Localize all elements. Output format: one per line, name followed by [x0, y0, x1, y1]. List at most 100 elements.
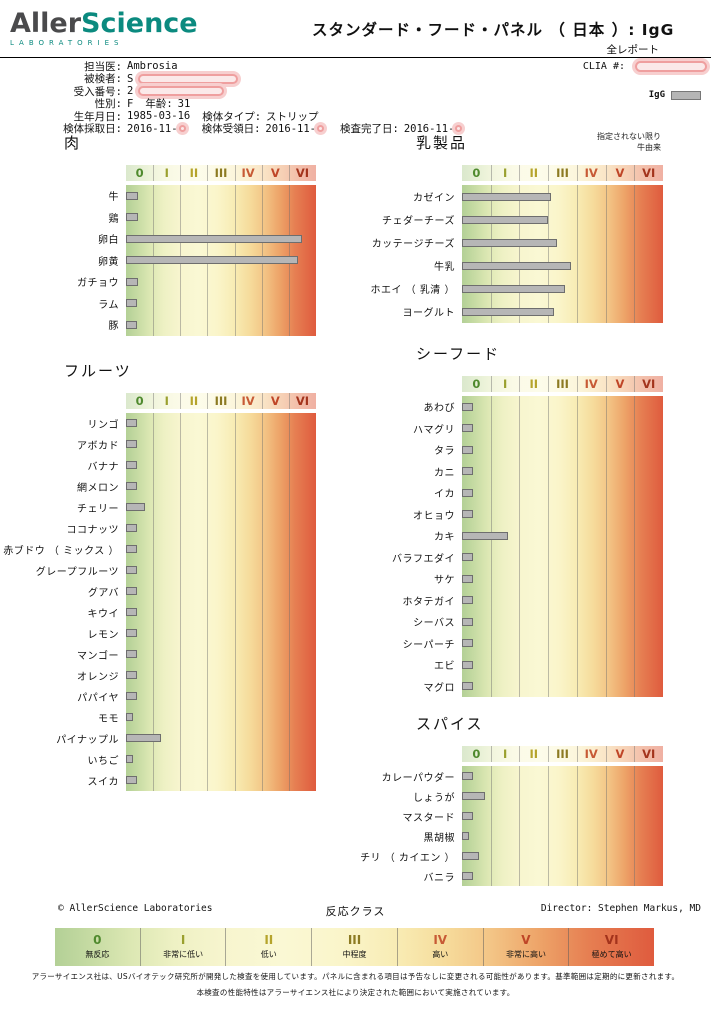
reaction-bar	[462, 238, 557, 247]
chart-title: フルーツ	[64, 361, 132, 380]
reaction-bar	[126, 482, 137, 490]
collected-date-redaction-mark	[178, 125, 186, 133]
chart-row	[126, 581, 316, 602]
reaction-bar	[126, 213, 139, 222]
allergen-label: 黒胡椒	[423, 832, 455, 844]
physician-value: Ambrosia	[127, 60, 178, 73]
chart-row	[126, 686, 316, 707]
grid-line	[519, 746, 521, 762]
grid-line	[576, 746, 578, 762]
chart-row	[126, 644, 316, 665]
grid-line	[605, 766, 607, 886]
reaction-bar	[126, 256, 299, 265]
accession-row: 受入番号: 2	[0, 85, 466, 98]
class-scale-header: 0 I II III IV V VI	[126, 392, 316, 409]
allergen-label: パパイヤ	[77, 692, 119, 704]
class-header-II: II	[529, 747, 539, 761]
logo-text-science: Science	[81, 8, 198, 39]
reaction-bar	[462, 832, 470, 840]
grid-line	[490, 746, 492, 762]
grid-line	[261, 165, 263, 181]
igg-bar-swatch	[671, 90, 701, 100]
allergen-label: バラフエダイ	[392, 553, 455, 565]
reaction-bar	[462, 682, 474, 691]
grid-line	[153, 165, 155, 181]
reaction-bar	[126, 320, 137, 329]
grid-line	[605, 746, 607, 762]
chart-row	[462, 568, 663, 590]
reaction-bar	[126, 692, 137, 700]
allergen-label: シーバス	[413, 618, 455, 630]
chart-plot	[462, 766, 663, 886]
chart-row	[126, 250, 316, 272]
logo-wordmark: AllerScience	[10, 10, 198, 37]
grid-line	[207, 412, 209, 791]
allergen-label: サケ	[434, 575, 455, 587]
allergen-label: カニ	[434, 467, 455, 479]
reaction-bar	[126, 524, 137, 532]
allergen-label: オレンジ	[77, 671, 119, 683]
accession-value: 2	[127, 85, 134, 98]
age-value: 31	[177, 97, 191, 110]
chart-row	[462, 525, 663, 547]
legend-class-0: 0 無反応	[55, 928, 140, 966]
grid-line	[180, 165, 182, 181]
allergen-label: スイカ	[87, 776, 119, 788]
class-header-IV: IV	[584, 377, 598, 391]
chart-title-row: 肉	[4, 132, 316, 153]
sample-type-label: 検体タイプ:	[202, 110, 262, 123]
allergen-label: レモン	[87, 629, 119, 641]
reaction-class-legend: 0 無反応 I 非常に低い II 低い III 中程度 IV 高い V 非常に高い VI 極めて高い	[55, 928, 654, 966]
class-header-0: 0	[135, 166, 144, 180]
reaction-bar	[126, 713, 133, 721]
class-header-IV: IV	[241, 393, 255, 408]
allergen-label: チェリー	[77, 503, 119, 515]
chart-row	[462, 547, 663, 569]
legend-class-label: 非常に低い	[163, 950, 204, 960]
allergen-label: 卵黄	[98, 256, 119, 268]
allergen-label: 鶏	[108, 213, 119, 225]
allergen-label: 赤ブドウ （ ミックス ）	[3, 545, 119, 557]
legend-class-numeral: IV	[433, 932, 448, 947]
class-header-I: I	[164, 166, 169, 180]
chart-seafood: シーフード あわび ハマグリ タラ カニ イカ オヒョウ カキ バラフエダイ サケ ホタテガイ シー…	[356, 343, 663, 697]
chart-row	[462, 846, 663, 866]
disclaimer-line1: アラーサイエンス社は、USバイオテック研究所が開発した検査を使用しています。パネ…	[31, 972, 680, 981]
allergen-label: マグロ	[423, 682, 455, 694]
legend-class-II: II 低い	[225, 928, 311, 966]
chart-row	[462, 277, 663, 300]
allergen-label: チリ （ カイエン ）	[360, 852, 455, 864]
reaction-bar	[462, 531, 508, 540]
class-header-V: V	[615, 166, 625, 180]
dates-row: 検体採取日: 2016-11- 検体受領日: 2016-11- 検査完了日: 2…	[0, 123, 466, 135]
allergen-label: カゼイン	[413, 193, 455, 204]
grid-line	[180, 412, 182, 791]
chart-row	[126, 749, 316, 770]
subject-label: 被検者:	[84, 73, 122, 86]
dob-sample-row: 生年月日: 1985-03-16 検体タイプ: ストリップ	[0, 110, 466, 123]
chart-row	[462, 185, 663, 208]
disclaimer-line2: 本検査の性能特性はアラーサイエンス社により決定された範囲において実施されています…	[196, 988, 515, 997]
report-scope: 全レポート	[606, 44, 660, 56]
class-header-V: V	[270, 393, 280, 408]
chart-row	[462, 806, 663, 826]
reaction-bar	[126, 191, 139, 200]
legend-class-numeral: I	[180, 932, 186, 947]
class-header-IV: IV	[584, 166, 598, 180]
grid-line	[261, 392, 263, 409]
class-header-IV: IV	[584, 747, 598, 761]
grid-line	[576, 185, 578, 323]
chart-row	[126, 413, 316, 434]
grid-line	[634, 376, 636, 392]
class-header-I: I	[502, 166, 508, 180]
reaction-bar	[462, 574, 474, 583]
legend-class-numeral: 0	[93, 932, 102, 947]
chart-row	[126, 207, 316, 229]
chart-row	[462, 633, 663, 655]
igg-label: IgG	[648, 90, 665, 100]
grid-line	[519, 766, 521, 886]
sex-value: F	[127, 97, 134, 110]
class-header-VI: VI	[295, 393, 309, 408]
reaction-bar	[462, 307, 554, 316]
